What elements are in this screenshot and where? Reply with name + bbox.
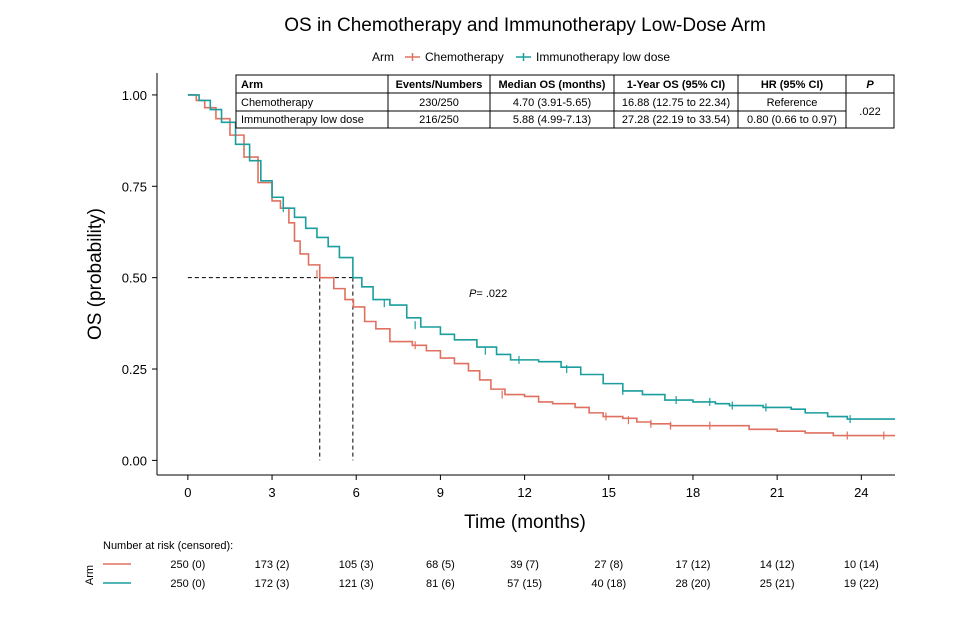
summary-header-median: Median OS (months) [499,79,606,91]
legend-label-chemotherapy: Chemotherapy [425,50,504,64]
summary-p-value: .022 [859,106,880,118]
x-axis-title: Time (months) [464,512,586,533]
summary-cell: Immunotherapy low dose [241,114,364,126]
risk-value: 17 (12) [676,559,711,571]
survival-curves [187,94,895,440]
chart-title: OS in Chemotherapy and Immunotherapy Low… [284,15,766,36]
risk-value: 19 (22) [844,578,879,590]
x-tick-label: 24 [854,485,868,500]
legend-title: Arm [372,50,394,64]
y-axis-title: OS (probability) [85,208,106,340]
summary-cell: 16.88 (12.75 to 22.34) [622,97,730,109]
x-tick-label: 21 [770,485,784,500]
risk-value: 250 (0) [170,559,205,571]
risk-value: 172 (3) [255,578,290,590]
summary-header-arm: Arm [241,79,263,91]
x-tick-label: 9 [437,485,444,500]
summary-cell: 27.28 (22.19 to 33.54) [622,114,730,126]
summary-cell: Chemotherapy [241,97,314,109]
summary-cell: 230/250 [419,97,459,109]
summary-header-hr: HR (95% CI) [761,79,824,91]
y-ticks: 0.00 0.25 0.50 0.75 1.00 [122,88,157,468]
x-tick-label: 0 [184,485,191,500]
summary-header-events: Events/Numbers [396,79,483,91]
legend: Arm Chemotherapy Immunotherapy low dose [372,50,670,64]
km-curve-immunotherapy [187,94,895,420]
risk-table-arm-label: Arm [84,565,96,585]
risk-value: 25 (21) [760,578,795,590]
risk-value: 39 (7) [510,559,539,571]
summary-header-p: P [866,79,874,91]
risk-value: 40 (18) [591,578,626,590]
risk-value: 57 (15) [507,578,542,590]
p-annotation-label: P [469,288,477,300]
y-tick-label: 0.00 [122,453,147,468]
summary-cell: 5.88 (4.99-7.13) [513,114,591,126]
risk-table-title: Number at risk (censored): [103,540,233,552]
median-guides [187,277,354,461]
x-tick-label: 15 [602,485,616,500]
risk-value: 81 (6) [426,578,455,590]
risk-value: 14 (12) [760,559,795,571]
risk-value: 27 (8) [594,559,623,571]
y-tick-label: 1.00 [122,88,147,103]
risk-value: 105 (3) [339,559,374,571]
risk-value: 250 (0) [170,578,205,590]
risk-value: 10 (14) [844,559,879,571]
summary-header-one-year: 1-Year OS (95% CI) [627,79,726,91]
risk-value: 28 (20) [676,578,711,590]
summary-cell: 216/250 [419,114,459,126]
p-annotation-value: = .022 [476,288,507,300]
risk-value: 68 (5) [426,559,455,571]
p-annotation: P= .022 [469,288,507,300]
x-tick-label: 3 [268,485,275,500]
risk-values: 250 (0) 173 (2) 105 (3) 68 (5) 39 (7) 27 (8) 1… [170,559,878,590]
risk-table: Number at risk (censored): Arm 250 (0) 17… [84,540,879,590]
summary-cell: 0.80 (0.66 to 0.97) [747,114,837,126]
x-tick-label: 18 [686,485,700,500]
risk-value: 173 (2) [255,559,290,571]
x-tick-label: 6 [353,485,360,500]
risk-value: 121 (3) [339,578,374,590]
y-tick-label: 0.50 [122,271,147,286]
summary-table-border [235,74,895,129]
x-ticks: 0 3 6 9 12 15 18 21 24 [184,475,869,500]
km-curve-chemotherapy [187,94,895,437]
summary-table: Arm Events/Numbers Median OS (months) 1-… [235,74,895,129]
summary-cell: Reference [767,97,818,109]
y-tick-label: 0.75 [122,179,147,194]
x-tick-label: 12 [517,485,531,500]
summary-cell: 4.70 (3.91-5.65) [513,97,591,109]
legend-label-immunotherapy: Immunotherapy low dose [536,50,670,64]
y-tick-label: 0.25 [122,362,147,377]
